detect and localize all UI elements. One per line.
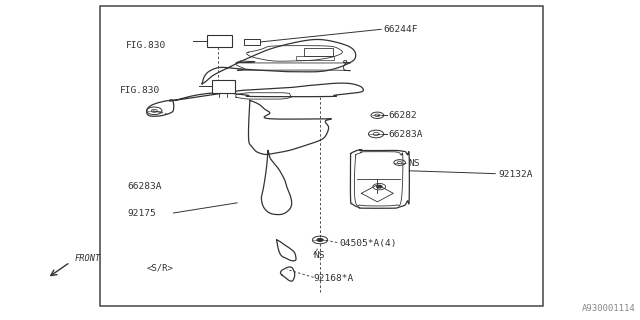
Text: FIG.830: FIG.830 (120, 86, 160, 95)
Text: 66244F: 66244F (384, 25, 418, 35)
Text: 92132A: 92132A (499, 170, 533, 179)
Text: NS: NS (314, 251, 325, 260)
Text: NS: NS (408, 159, 419, 168)
Text: 04505*A(4): 04505*A(4) (339, 239, 397, 248)
FancyBboxPatch shape (212, 80, 235, 93)
Bar (296, 56, 334, 60)
Text: <S/R>: <S/R> (147, 263, 173, 272)
FancyBboxPatch shape (244, 39, 260, 45)
Text: A930001114: A930001114 (582, 304, 636, 313)
FancyBboxPatch shape (207, 35, 232, 47)
Text: FRONT: FRONT (75, 254, 101, 263)
Text: 92168*A: 92168*A (314, 274, 354, 283)
Bar (100, 6, 543, 306)
Text: 66282: 66282 (389, 111, 417, 120)
Circle shape (317, 239, 323, 241)
Text: 66283A: 66283A (127, 182, 161, 191)
Text: 92175: 92175 (127, 209, 156, 219)
Text: 66283A: 66283A (389, 130, 423, 139)
Bar (304, 48, 333, 56)
Text: FIG.830: FIG.830 (125, 41, 166, 50)
Circle shape (377, 185, 382, 188)
